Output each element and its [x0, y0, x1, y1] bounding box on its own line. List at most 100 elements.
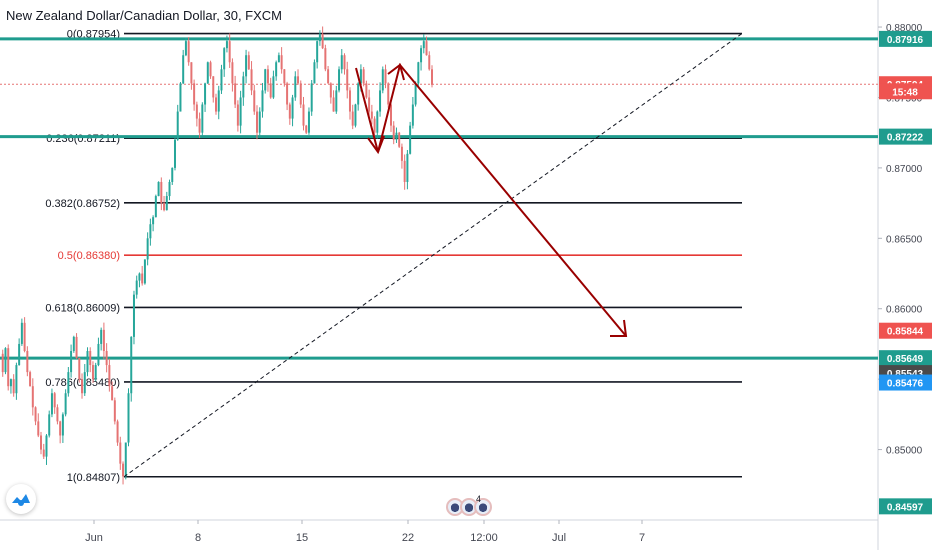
candle-body [261, 90, 264, 112]
candle-body [154, 196, 157, 218]
candle-body [348, 90, 351, 112]
fib-level-label: 0.618(0.86009) [45, 302, 120, 314]
economic-events-badge[interactable]: 4 [446, 494, 492, 518]
candle-body [373, 118, 376, 133]
candle-body [283, 69, 286, 84]
candle-body [431, 69, 433, 85]
candle-body [149, 224, 152, 239]
candle-body [247, 55, 250, 70]
candle-body [4, 348, 7, 373]
candle-body [195, 104, 198, 119]
tradingview-logo[interactable] [6, 484, 36, 514]
candle-body [83, 372, 86, 394]
candle-body [223, 48, 226, 70]
candle-body [406, 153, 409, 182]
candle-body [318, 34, 321, 42]
candle-body [332, 97, 335, 112]
candle-body [357, 83, 360, 105]
x-tick-label: Jun [85, 532, 103, 544]
candle-body [40, 435, 43, 450]
candle-body [182, 55, 185, 84]
candle-body [163, 203, 166, 211]
candle-body [1, 353, 4, 373]
candle-body [187, 41, 190, 63]
candle-body [141, 273, 144, 284]
fib-level-label: 1(0.84807) [67, 472, 120, 484]
candle-body [212, 76, 215, 98]
candle-body [384, 69, 387, 84]
y-tick-label: 0.86000 [886, 305, 923, 316]
candle-body [15, 365, 18, 394]
projection-arrow-path[interactable] [355, 62, 627, 337]
candle-body [124, 442, 127, 477]
candle-body [31, 386, 34, 408]
candle-body [376, 111, 379, 133]
candle-body [395, 132, 398, 140]
candle-body [70, 350, 73, 373]
candle-body [389, 104, 392, 126]
x-tick-label: 22 [402, 532, 414, 544]
candle-body [343, 55, 346, 70]
candle-body [329, 83, 332, 98]
candle-body [100, 329, 103, 344]
price-label-text: 0.85844 [887, 327, 924, 338]
candle-body [42, 449, 45, 457]
candle-body [245, 55, 248, 77]
candle-body [116, 421, 119, 443]
candle-body [176, 111, 179, 140]
price-label-box [879, 30, 932, 47]
candle-body [365, 83, 368, 98]
candle-body [135, 280, 138, 295]
y-tick-label: 0.85000 [886, 446, 923, 457]
candle-body [171, 167, 174, 182]
candle-body [422, 41, 425, 49]
price-label-box [879, 374, 932, 391]
candle-body [288, 104, 291, 119]
candle-body [313, 62, 316, 84]
price-label-box [879, 498, 932, 515]
candle-body [291, 97, 294, 119]
fib-level-label: 0.5(0.86380) [58, 250, 120, 262]
price-label-text: 0.85649 [887, 354, 924, 365]
price-label-text: 15:48 [892, 87, 918, 98]
candle-body [335, 90, 338, 112]
candle-body [143, 259, 146, 284]
x-tick-label: 12:00 [470, 532, 498, 544]
candle-body [72, 336, 75, 351]
candle-body [340, 55, 343, 70]
candle-body [379, 90, 382, 112]
candle-body [420, 48, 423, 63]
candle-body [48, 414, 51, 436]
candle-body [59, 421, 62, 436]
candle-body [392, 125, 395, 140]
candle-body [157, 181, 160, 197]
candle-body [256, 111, 259, 133]
price-label-box [879, 83, 932, 100]
candle-body [179, 83, 182, 112]
candle-body [89, 350, 92, 366]
candle-body [220, 69, 223, 91]
candle-body [64, 393, 67, 415]
candle-body [242, 76, 245, 98]
candle-body [253, 90, 256, 112]
trend-line-dashed[interactable] [123, 33, 743, 478]
candle-body [362, 69, 365, 84]
candle-body [398, 132, 401, 147]
y-tick-label: 0.88000 [886, 23, 923, 34]
candle-body [370, 111, 373, 119]
candle-body [75, 336, 78, 359]
candle-body [294, 76, 297, 98]
price-label-text: 0.85476 [887, 379, 924, 390]
candle-body [193, 83, 196, 105]
candle-body [81, 379, 84, 394]
candle-body [127, 393, 130, 443]
x-tick-label: 8 [195, 532, 201, 544]
candle-body [316, 41, 319, 63]
arrowhead-up [387, 63, 405, 81]
fib-level-label: 0.236(0.87211) [46, 133, 120, 145]
candle-body [160, 181, 163, 204]
candle-body [23, 322, 26, 351]
arrowhead-target [610, 319, 628, 337]
price-label-text: 0.87222 [887, 133, 924, 144]
